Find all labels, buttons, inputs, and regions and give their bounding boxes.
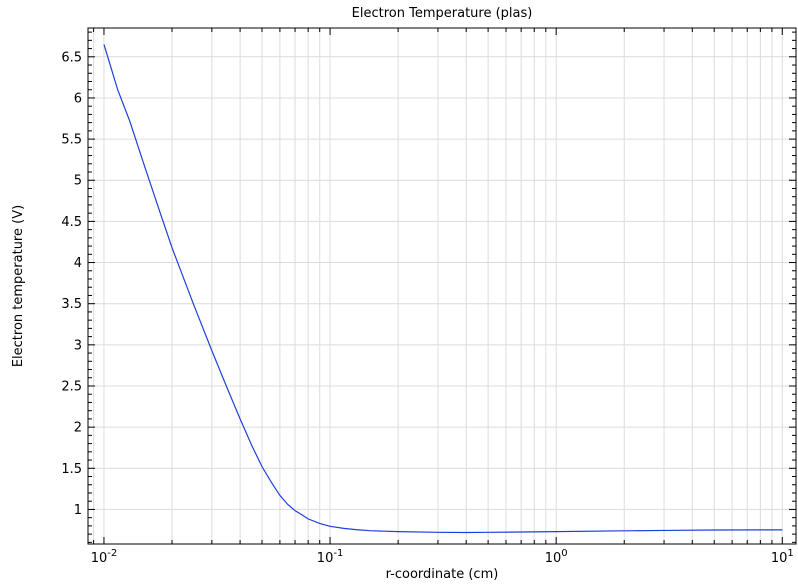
- x-tick-label-base: 10: [545, 551, 562, 566]
- electron-temperature-line: [103, 44, 783, 534]
- x-tick-label-exponent: 1: [787, 548, 793, 559]
- y-tick-label: 3: [74, 338, 82, 353]
- x-tick-label-base: 10: [771, 551, 788, 566]
- y-tick-label: 5.5: [61, 133, 82, 148]
- x-tick-label-exponent: 0: [561, 548, 567, 559]
- x-tick-label: 10-2: [91, 548, 118, 566]
- x-tick-label-base: 10: [91, 551, 108, 566]
- y-tick-label: 3.5: [61, 297, 82, 312]
- axis-ticks: [88, 28, 796, 544]
- y-tick-label: 4: [74, 256, 82, 271]
- y-tick-label: 2.5: [61, 379, 82, 394]
- x-tick-label-base: 10: [317, 551, 334, 566]
- y-tick-label: 1: [74, 503, 82, 518]
- x-tick-label-exponent: -1: [333, 548, 343, 559]
- y-axis-label: Electron temperature (V): [11, 205, 26, 367]
- chart-title: Electron Temperature (plas): [352, 6, 533, 21]
- tick-labels: 11.522.533.544.555.566.510-2 10-1 100 101: [61, 50, 793, 566]
- grid-lines: [88, 28, 796, 544]
- x-tick-label: 100: [545, 548, 568, 566]
- y-tick-label: 2: [74, 421, 82, 436]
- x-tick-label: 10-1: [317, 548, 344, 566]
- y-tick-label: 6.5: [61, 50, 82, 65]
- plot-frame: [87, 27, 797, 545]
- y-tick-label: 1.5: [61, 462, 82, 477]
- x-tick-label: 101: [771, 548, 794, 566]
- x-axis-label: r-coordinate (cm): [386, 567, 499, 582]
- y-tick-label: 4.5: [61, 215, 82, 230]
- y-tick-label: 6: [74, 91, 82, 106]
- x-tick-label-exponent: -2: [107, 548, 117, 559]
- y-tick-label: 5: [74, 174, 82, 189]
